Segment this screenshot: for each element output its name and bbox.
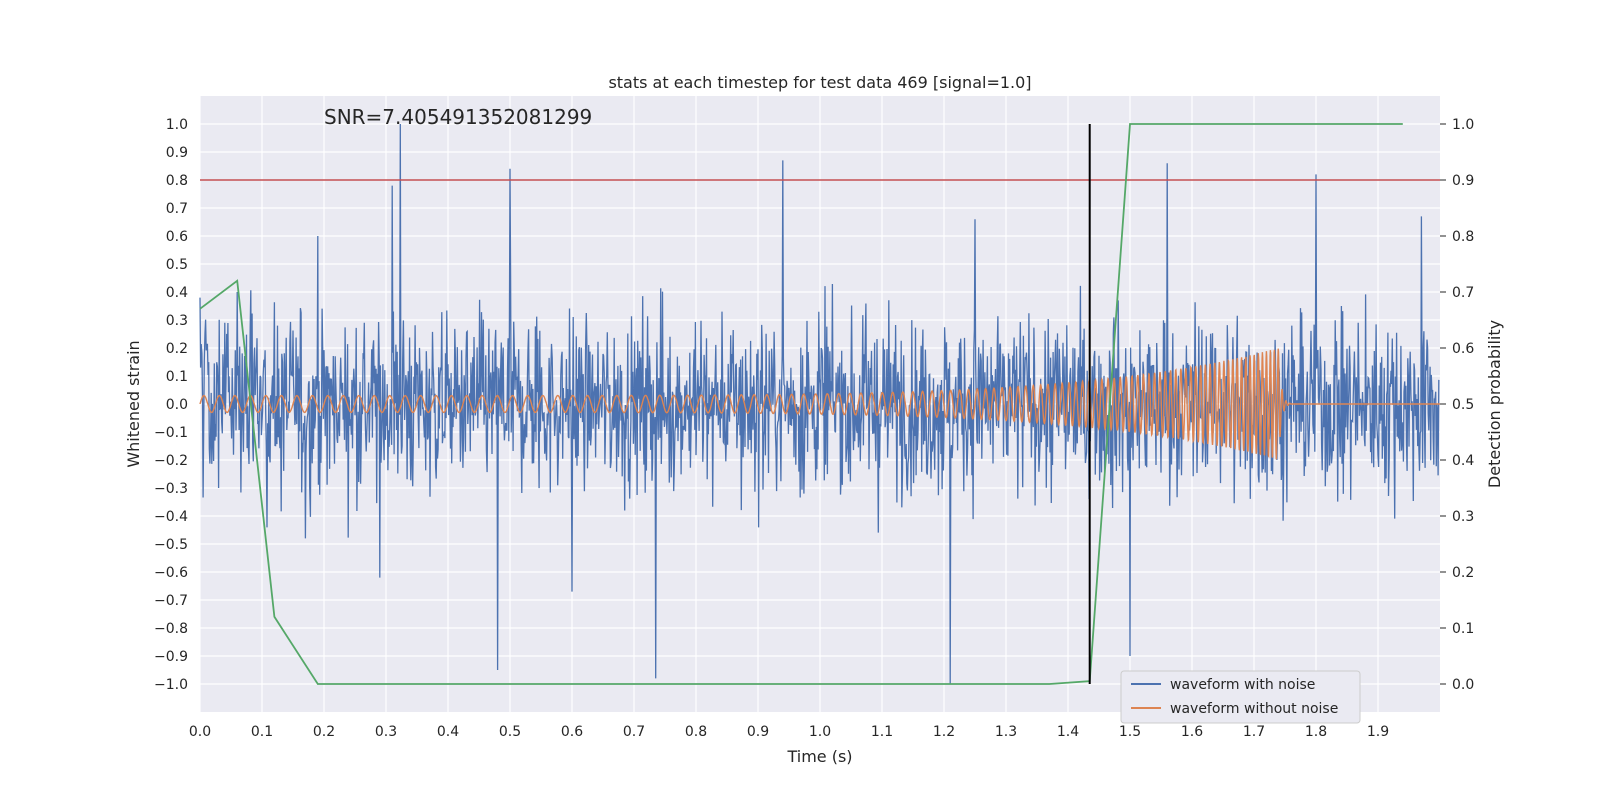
y-tick-label: −0.5 xyxy=(154,537,188,553)
x-tick-label: 1.2 xyxy=(933,724,955,740)
y-tick-label: 0.5 xyxy=(166,257,188,273)
x-tick-label: 0.8 xyxy=(685,724,707,740)
legend: waveform with noise waveform without noi… xyxy=(1120,670,1361,724)
y-tick-label: −0.7 xyxy=(154,593,188,609)
legend-label-noise: waveform with noise xyxy=(1170,677,1315,693)
legend-label-clean: waveform without noise xyxy=(1170,701,1338,717)
x-axis-title: Time (s) xyxy=(786,747,852,766)
y-tick-label: −1.0 xyxy=(154,677,188,693)
y-tick-label: 0.1 xyxy=(166,369,188,385)
y2-axis-title: Detection probability xyxy=(1485,320,1504,488)
y-tick-label: −0.4 xyxy=(154,509,188,525)
y2-tick-label: 0.7 xyxy=(1452,285,1474,301)
x-tick-label: 0.3 xyxy=(375,724,397,740)
y-tick-label: 1.0 xyxy=(166,117,188,133)
y-tick-label: 0.7 xyxy=(166,201,188,217)
series-waveform-without-noise xyxy=(199,348,1440,460)
x-tick-label: 0.7 xyxy=(623,724,645,740)
y-tick-label: 0.2 xyxy=(166,341,188,357)
y2-tick-label: 0.4 xyxy=(1452,453,1474,469)
y-tick-label: −0.8 xyxy=(154,621,188,637)
y2-tick-label: 0.3 xyxy=(1452,509,1474,525)
y-tick-label: 0.4 xyxy=(166,285,188,301)
x-tick-label: 0.2 xyxy=(313,724,335,740)
x-tick-label: 1.9 xyxy=(1367,724,1389,740)
legend-box xyxy=(1120,670,1361,724)
y2-tick-label: 0.6 xyxy=(1452,341,1474,357)
y2-tick-label: 0.0 xyxy=(1452,677,1474,693)
series-layer xyxy=(199,123,1440,685)
ticks: 0.0 0.1 0.2 0.3 0.4 0.5 0.6 0.7 0.8 0.9 1.0 1.1 1.2 1… xyxy=(154,117,1474,740)
y-tick-label: −0.9 xyxy=(154,649,188,665)
y2-tick-label: 1.0 xyxy=(1452,117,1474,133)
y-tick-label: −0.6 xyxy=(154,565,188,581)
series-detection-probability xyxy=(199,123,1403,685)
y-axis-title: Whitened strain xyxy=(124,340,143,467)
x-tick-label: 1.4 xyxy=(1057,724,1079,740)
y2-tick-label: 0.2 xyxy=(1452,565,1474,581)
x-tick-label: 0.4 xyxy=(437,724,459,740)
snr-annotation: SNR=7.405491352081299 xyxy=(324,105,592,129)
x-tick-label: 1.3 xyxy=(995,724,1017,740)
y-tick-label: 0.9 xyxy=(166,145,188,161)
y-tick-label: 0.8 xyxy=(166,173,188,189)
y-tick-label: 0.6 xyxy=(166,229,188,245)
y-tick-label: −0.1 xyxy=(154,425,188,441)
x-tick-label: 0.5 xyxy=(499,724,521,740)
x-tick-label: 1.8 xyxy=(1305,724,1327,740)
x-tick-label: 0.6 xyxy=(561,724,583,740)
y2-tick-label: 0.5 xyxy=(1452,397,1474,413)
y-tick-label: 0.0 xyxy=(166,397,188,413)
x-tick-label: 1.7 xyxy=(1243,724,1265,740)
y2-tick-label: 0.9 xyxy=(1452,173,1474,189)
x-tick-label: 0.9 xyxy=(747,724,769,740)
chart-title: stats at each timestep for test data 469… xyxy=(608,73,1031,92)
y2-tick-label: 0.8 xyxy=(1452,229,1474,245)
y-tick-label: 0.3 xyxy=(166,313,188,329)
x-tick-label: 1.5 xyxy=(1119,724,1141,740)
y2-tick-label: 0.1 xyxy=(1452,621,1474,637)
x-tick-label: 1.6 xyxy=(1181,724,1203,740)
x-tick-label: 1.1 xyxy=(871,724,893,740)
x-tick-label: 0.1 xyxy=(251,724,273,740)
x-tick-label: 1.0 xyxy=(809,724,831,740)
y-tick-label: −0.2 xyxy=(154,453,188,469)
y-tick-label: −0.3 xyxy=(154,481,188,497)
x-tick-label: 0.0 xyxy=(189,724,211,740)
